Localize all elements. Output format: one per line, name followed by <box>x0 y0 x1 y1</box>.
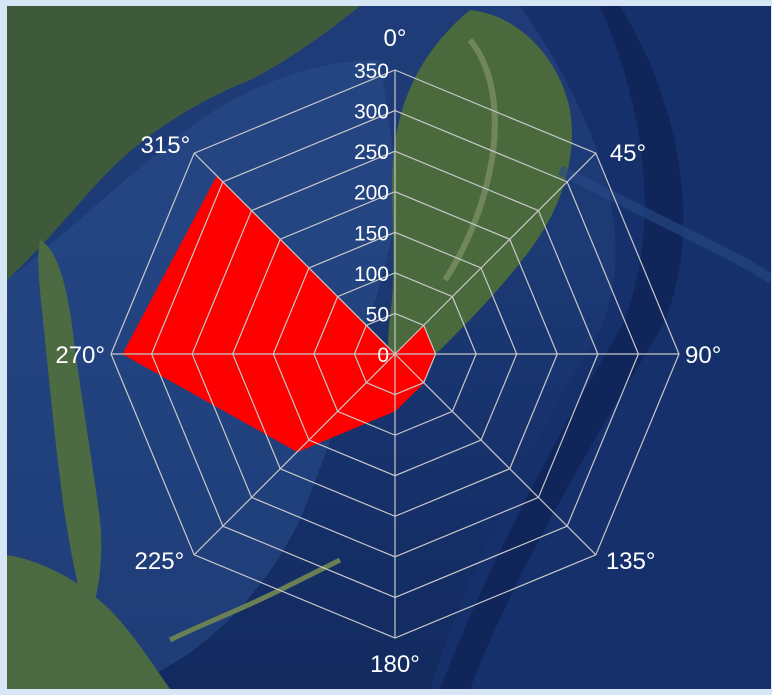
radial-tick-label: 0 <box>377 344 389 367</box>
radial-tick-label: 100 <box>354 263 389 286</box>
radar-spoke <box>193 353 396 556</box>
radial-tick-label: 150 <box>354 222 389 245</box>
radar-spoke <box>394 353 597 556</box>
direction-label: 90° <box>685 342 721 369</box>
radar-spoke <box>394 152 597 355</box>
hokkaido <box>7 555 170 689</box>
direction-label: 270° <box>55 342 105 369</box>
direction-label: 180° <box>370 651 420 678</box>
direction-label: 45° <box>610 140 646 167</box>
radial-tick-label: 300 <box>354 101 389 124</box>
direction-label: 135° <box>606 548 656 575</box>
mainland <box>7 6 360 280</box>
sakhalin-island <box>38 240 102 620</box>
radial-tick-label: 350 <box>354 60 389 83</box>
kamchatka-ridge <box>442 38 498 282</box>
ocean-trench <box>440 6 684 689</box>
kamchatka-peninsula <box>388 10 572 373</box>
radial-tick-label: 200 <box>354 182 389 205</box>
radar-chart: 0 50 100 150 200 250 300 350 0° 45° 90° 135° 180° 225… <box>55 25 721 678</box>
radial-tick-label: 50 <box>366 303 389 326</box>
deep-ocean <box>430 6 771 689</box>
direction-label: 315° <box>141 132 191 159</box>
radar-spoke <box>193 152 396 355</box>
aleutian-ridge <box>557 165 771 284</box>
direction-label: 0° <box>384 25 407 52</box>
direction-label: 225° <box>135 548 185 575</box>
satellite-map-background: 0 50 100 150 200 250 300 350 0° 45° 90° 135° 180° 225… <box>7 6 771 689</box>
radial-tick-label: 250 <box>354 141 389 164</box>
